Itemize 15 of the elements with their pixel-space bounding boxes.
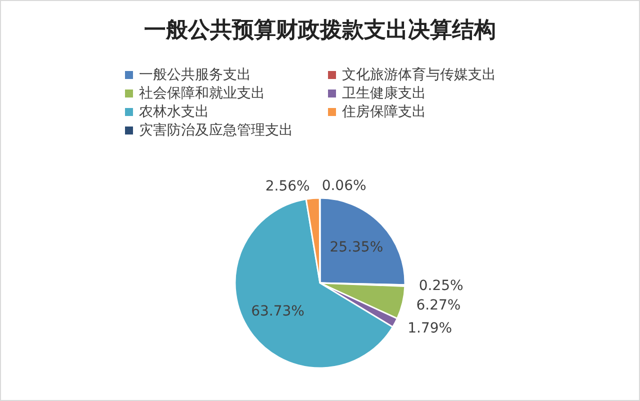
data-label: 63.73% (251, 304, 304, 320)
legend-label: 文化旅游体育与传媒支出 (342, 66, 496, 83)
chart-title: 一般公共预算财政拨款支出决算结构 (144, 17, 496, 43)
data-label: 6.27% (416, 298, 461, 314)
legend-label: 灾害防治及应急管理支出 (139, 122, 293, 138)
legend-label: 社会保障和就业支出 (139, 86, 265, 102)
data-label: 25.35% (330, 239, 384, 256)
data-label: 1.79% (408, 320, 452, 336)
data-label: 2.56% (265, 178, 310, 194)
legend-label: 农林水支出 (139, 104, 209, 120)
legend-label: 卫生健康支出 (342, 86, 426, 102)
legend-label: 住房保障支出 (341, 104, 426, 120)
legend-label: 一般公共服务支出 (139, 67, 251, 83)
data-label: 0.25% (418, 278, 464, 294)
data-label: 0.06% (322, 178, 366, 194)
